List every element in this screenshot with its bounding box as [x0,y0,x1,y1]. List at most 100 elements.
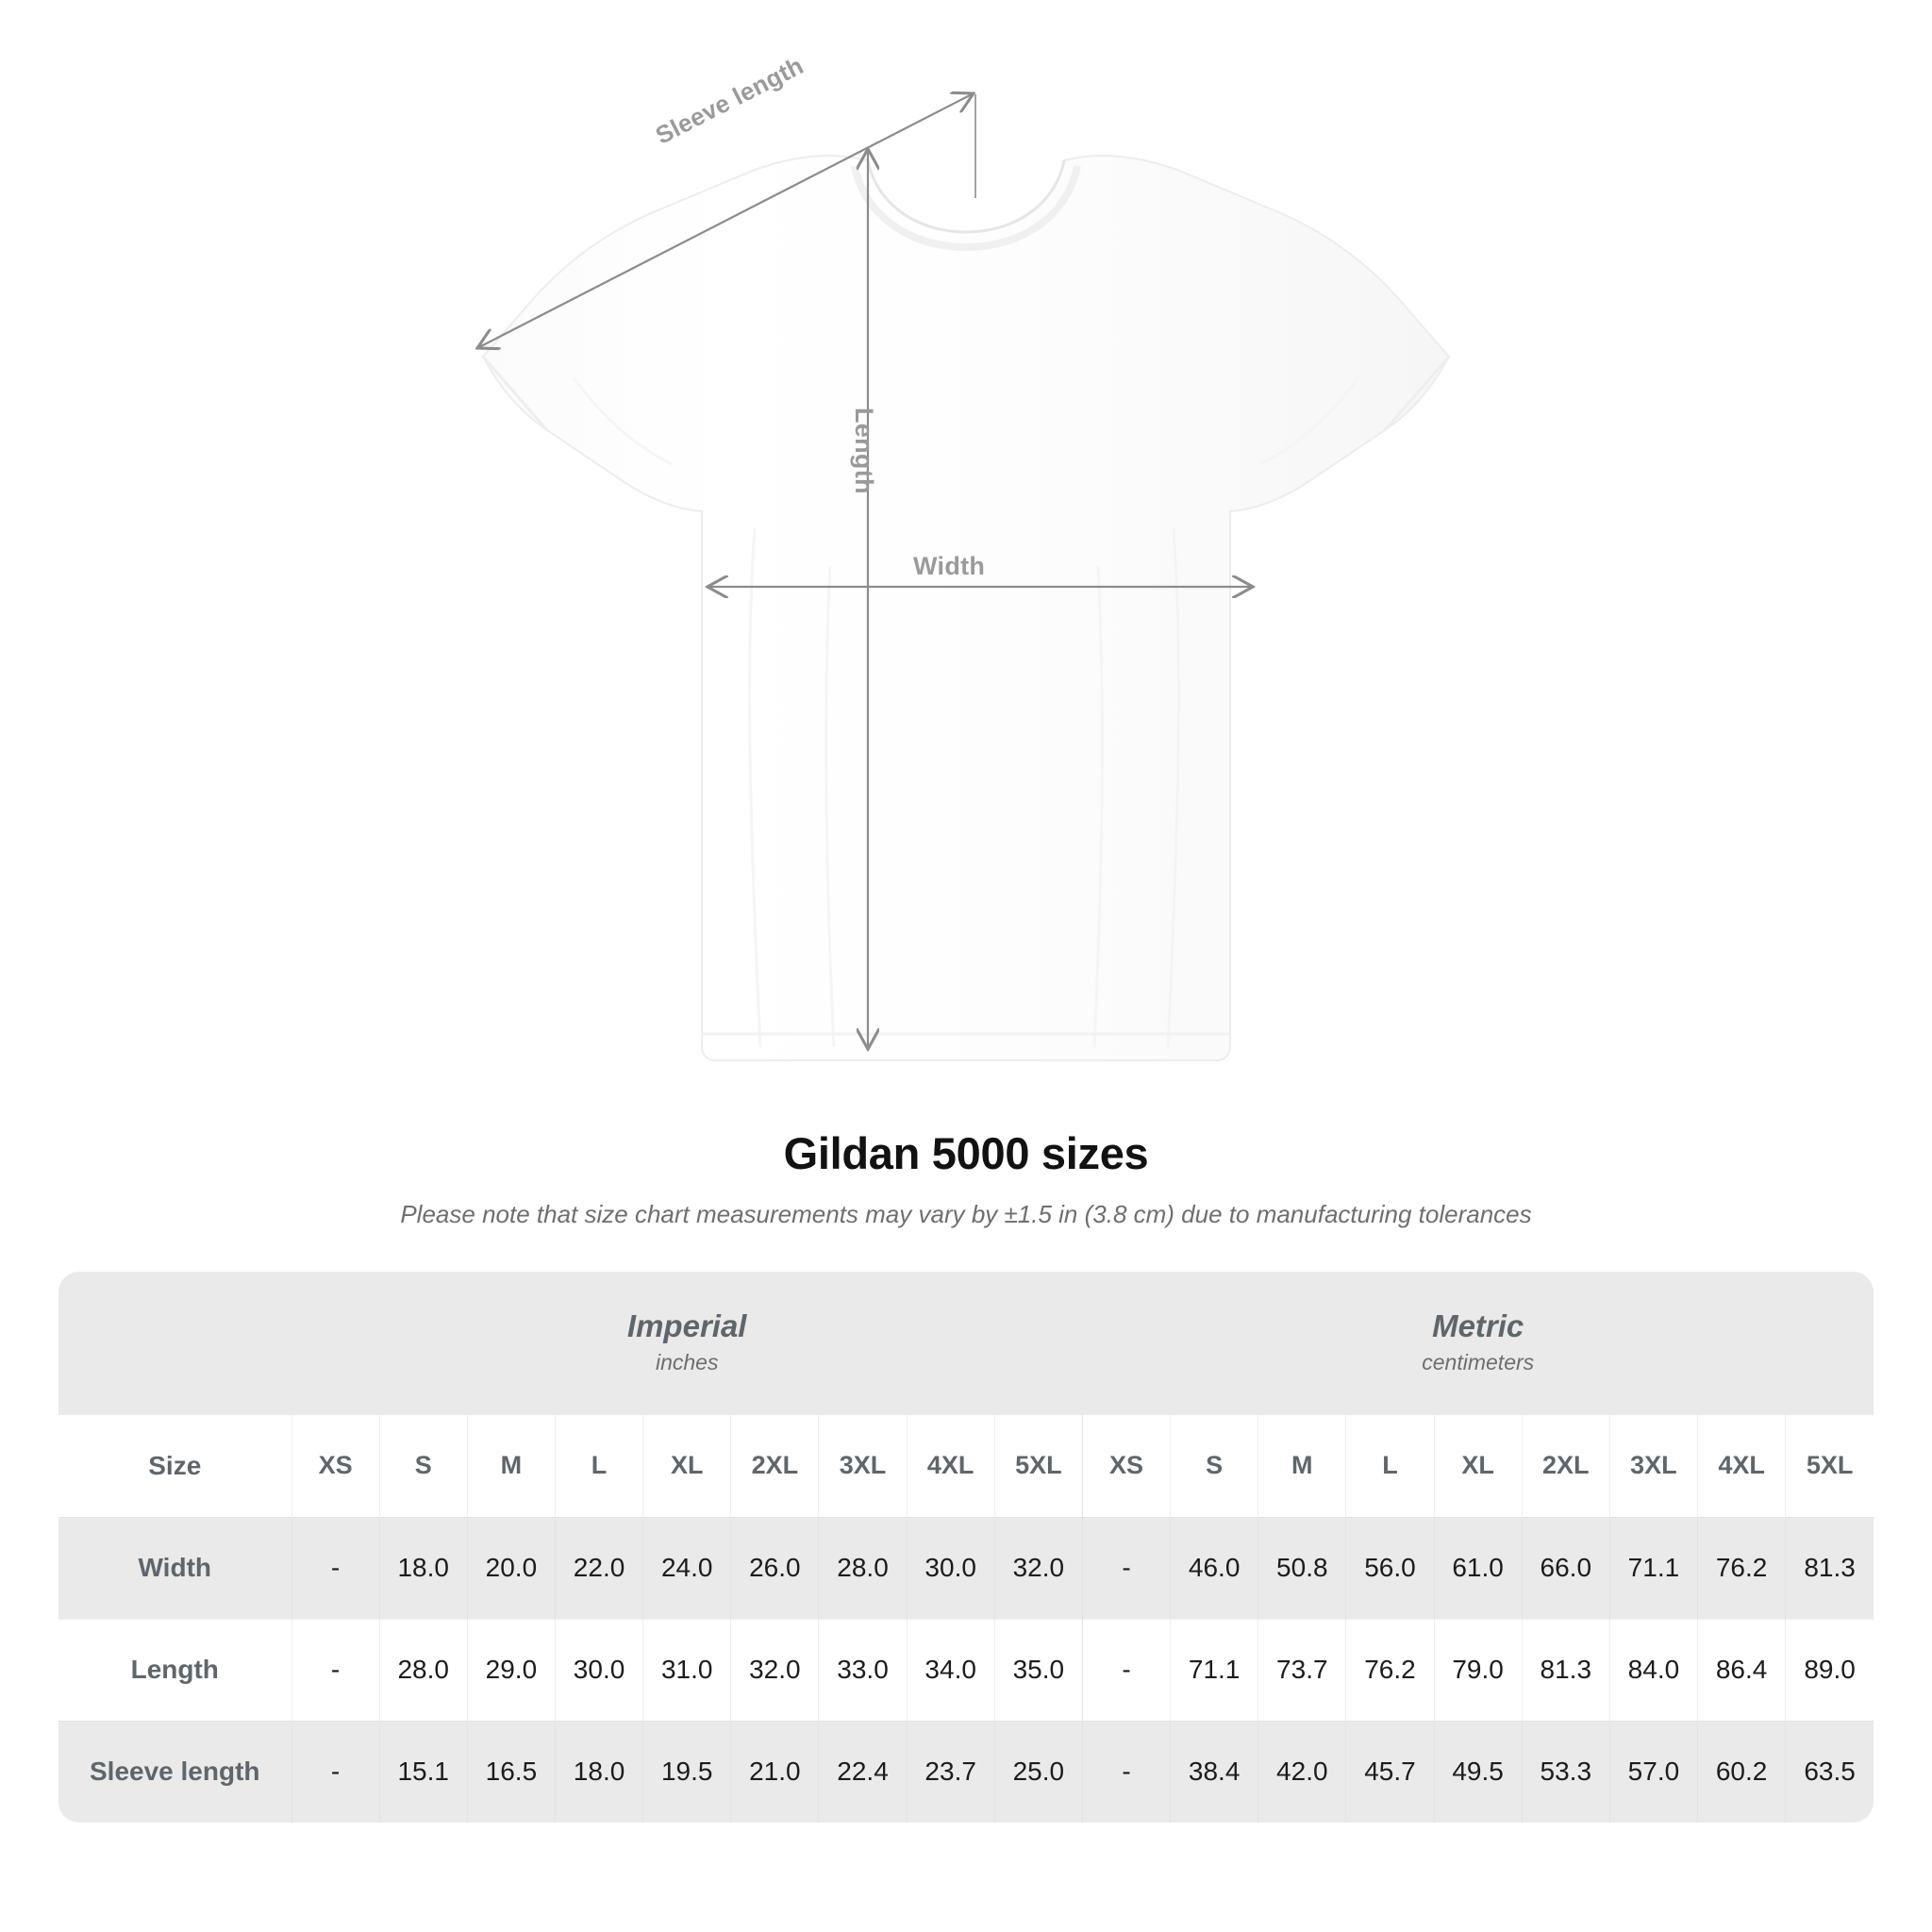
cell-width-imperial-m: 20.0 [466,1516,556,1619]
cell-length-metric-s: 71.1 [1170,1618,1258,1721]
metric-sublabel: centimeters [1422,1350,1535,1375]
cell-sleeve-length-imperial-3xl: 22.4 [818,1720,908,1823]
size-header-imperial-xl: XL [642,1415,731,1517]
cell-sleeve-length-imperial-2xl: 21.0 [730,1720,819,1823]
cell-width-metric-3xl: 71.1 [1608,1516,1698,1619]
width-dimension-label: Width [913,552,986,580]
cell-width-metric-xl: 61.0 [1433,1516,1523,1619]
cell-width-imperial-2xl: 26.0 [730,1516,819,1619]
cell-width-metric-4xl: 76.2 [1696,1516,1786,1619]
cell-length-metric-xl: 79.0 [1433,1618,1523,1721]
size-header-metric-xs: XS [1081,1415,1171,1517]
imperial-sublabel: inches [655,1350,719,1375]
size-table: Imperial inches Metric centimeters Size … [58,1272,1874,1823]
size-header-imperial-4xl: 4XL [906,1415,995,1517]
size-header-imperial-xs: XS [291,1415,380,1517]
imperial-unit-header: Imperial inches [291,1272,1083,1415]
row-label-sleeve-length: Sleeve length [58,1720,291,1823]
size-header-row: Size XS S M L XL 2XL 3XL 4XL 5XL XS S M L XL 2XL 3XL 4XL… [58,1415,1874,1517]
cell-width-imperial-5xl: 32.0 [993,1516,1083,1619]
cell-width-imperial-s: 18.0 [378,1516,468,1619]
size-header-label: Size [58,1415,291,1517]
size-header-imperial-2xl: 2XL [730,1415,819,1517]
cell-sleeve-length-metric-m: 42.0 [1257,1720,1346,1823]
size-header-imperial-3xl: 3XL [818,1415,908,1517]
size-header-imperial-5xl: 5XL [993,1415,1083,1517]
cell-length-metric-2xl: 81.3 [1521,1618,1610,1721]
tshirt-illustration [0,0,1451,1061]
size-header-metric-2xl: 2XL [1521,1415,1610,1517]
cell-length-imperial-5xl: 35.0 [993,1618,1083,1721]
size-header-metric-l: L [1345,1415,1435,1517]
metric-unit-header: Metric centimeters [1082,1272,1874,1415]
size-header-imperial-m: M [466,1415,556,1517]
length-dimension-label: Length [850,408,878,494]
cell-sleeve-length-imperial-l: 18.0 [554,1720,643,1823]
cell-width-imperial-l: 22.0 [554,1516,643,1619]
cell-length-metric-5xl: 89.0 [1785,1618,1874,1721]
cell-length-imperial-3xl: 33.0 [818,1618,908,1721]
size-header-metric-s: S [1170,1415,1258,1517]
cell-width-imperial-3xl: 28.0 [818,1516,908,1619]
cell-width-imperial-xl: 24.0 [642,1516,731,1619]
cell-sleeve-length-imperial-s: 15.1 [378,1720,468,1823]
size-table-body: Width -18.0 20.0 22.0 24.0 26.0 28.0 30.0 32.0-4… [58,1516,1874,1823]
row-label-length: Length [58,1618,291,1721]
cell-sleeve-length-imperial-4xl: 23.7 [906,1720,995,1823]
cell-sleeve-length-metric-4xl: 60.2 [1696,1720,1786,1823]
cell-width-imperial-xs: - [291,1516,380,1619]
cell-length-imperial-xl: 31.0 [642,1618,731,1721]
size-header-metric-5xl: 5XL [1785,1415,1874,1517]
cell-sleeve-length-imperial-5xl: 25.0 [993,1720,1083,1823]
cell-sleeve-length-imperial-xl: 19.5 [642,1720,731,1823]
cell-width-metric-2xl: 66.0 [1521,1516,1610,1619]
cell-sleeve-length-metric-2xl: 53.3 [1521,1720,1610,1823]
size-header-metric-4xl: 4XL [1696,1415,1786,1517]
unit-header-spacer [58,1272,291,1415]
cell-sleeve-length-metric-l: 45.7 [1345,1720,1435,1823]
unit-header-row: Imperial inches Metric centimeters [58,1272,1874,1415]
table-row: Length -28.0 29.0 30.0 31.0 32.0 33.0 34.0 35.0-… [58,1618,1874,1721]
cell-width-metric-l: 56.0 [1345,1516,1435,1619]
cell-sleeve-length-metric-xs: - [1081,1720,1171,1823]
cell-length-metric-xs: - [1081,1618,1171,1721]
cell-length-metric-3xl: 84.0 [1608,1618,1698,1721]
cell-length-imperial-l: 30.0 [554,1618,643,1721]
cell-width-metric-xs: - [1081,1516,1171,1619]
metric-label: Metric [1432,1307,1524,1343]
cell-length-imperial-s: 28.0 [378,1618,468,1721]
cell-length-imperial-2xl: 32.0 [730,1618,819,1721]
size-header-metric-3xl: 3XL [1608,1415,1698,1517]
cell-width-metric-m: 50.8 [1257,1516,1346,1619]
cell-length-metric-m: 73.7 [1257,1618,1346,1721]
shirt-shape [481,155,1451,1061]
cell-sleeve-length-metric-xl: 49.5 [1433,1720,1523,1823]
size-header-metric-m: M [1257,1415,1346,1517]
cell-sleeve-length-metric-5xl: 63.5 [1785,1720,1874,1823]
cell-length-metric-4xl: 86.4 [1696,1618,1786,1721]
cell-length-imperial-m: 29.0 [466,1618,556,1721]
cell-width-imperial-4xl: 30.0 [906,1516,995,1619]
row-label-width: Width [58,1516,291,1619]
table-row: Sleeve length -15.1 16.5 18.0 19.5 21.0 22.4 23… [58,1720,1874,1823]
size-header-imperial-l: L [554,1415,643,1517]
title-block: Gildan 5000 sizes Please note that size … [0,1127,1932,1229]
cell-length-imperial-xs: - [291,1618,380,1721]
size-header-metric-xl: XL [1433,1415,1523,1517]
cell-width-metric-s: 46.0 [1170,1516,1258,1619]
cell-sleeve-length-imperial-m: 16.5 [466,1720,556,1823]
imperial-label: Imperial [626,1307,747,1343]
cell-length-metric-l: 76.2 [1345,1618,1435,1721]
cell-length-imperial-4xl: 34.0 [906,1618,995,1721]
cell-sleeve-length-metric-s: 38.4 [1170,1720,1258,1823]
page-subtitle: Please note that size chart measurements… [400,1200,1532,1228]
cell-sleeve-length-imperial-xs: - [291,1720,380,1823]
page-title: Gildan 5000 sizes [783,1128,1149,1178]
size-table-container: Imperial inches Metric centimeters Size … [58,1272,1874,1823]
cell-sleeve-length-metric-3xl: 57.0 [1608,1720,1698,1823]
table-row: Width -18.0 20.0 22.0 24.0 26.0 28.0 30.0 32.0-4… [58,1516,1874,1619]
cell-width-metric-5xl: 81.3 [1785,1516,1874,1619]
tshirt-diagram: Sleeve length Length Width [0,0,1451,1061]
measurement-arrows [479,94,1251,1047]
